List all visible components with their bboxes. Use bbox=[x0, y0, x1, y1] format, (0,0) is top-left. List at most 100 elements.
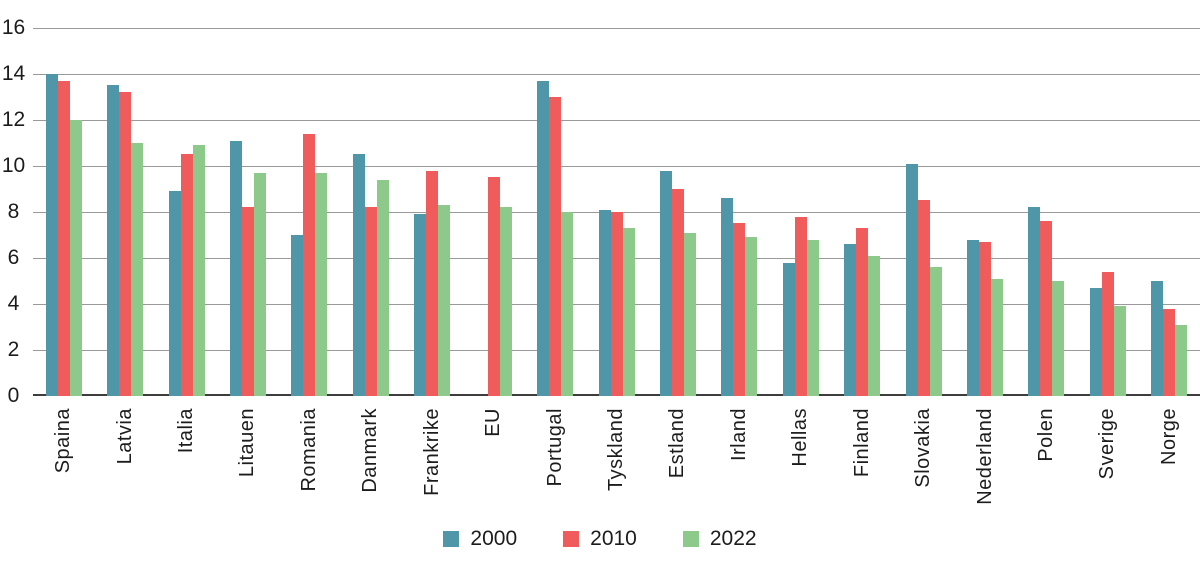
bar-2010-hellas bbox=[794, 217, 807, 396]
legend-label: 2010 bbox=[590, 527, 637, 550]
y-tick-label-4: 4 bbox=[7, 292, 20, 315]
x-axis-label: Litauen bbox=[236, 408, 259, 478]
bar-2000-danmark bbox=[352, 154, 365, 396]
bar-2000-latvia bbox=[107, 85, 120, 396]
x-label-cell-italia: Italia bbox=[156, 398, 217, 514]
bar-group-eu bbox=[463, 28, 524, 396]
bar-group-romania bbox=[279, 28, 340, 396]
bar-group-irland bbox=[709, 28, 770, 396]
bar-group-norge bbox=[1139, 28, 1200, 396]
legend: 2000 2010 2022 bbox=[0, 527, 1200, 551]
x-label-cell-norge: Norge bbox=[1139, 398, 1200, 514]
x-axis-label: Frankrike bbox=[420, 408, 443, 496]
x-axis-label: Irland bbox=[727, 408, 750, 462]
bar-2010-sverige bbox=[1101, 272, 1114, 396]
x-axis-label: Estland bbox=[666, 408, 689, 479]
x-axis-label: Danmark bbox=[359, 408, 382, 493]
bar-2022-slovakia bbox=[929, 267, 942, 396]
bar-2000-slovakia bbox=[905, 164, 918, 396]
bar-2010-latvia bbox=[119, 92, 132, 396]
bar-2010-irland bbox=[733, 223, 746, 396]
x-label-cell-litauen: Litauen bbox=[217, 398, 278, 514]
bar-2000-portugal bbox=[537, 81, 550, 396]
x-axis-label: Sverige bbox=[1096, 408, 1119, 480]
legend-item-2000: 2000 bbox=[443, 527, 517, 551]
bar-2022-tyskland bbox=[622, 228, 635, 396]
bar-2022-nederland bbox=[991, 279, 1004, 396]
bar-group-danmark bbox=[340, 28, 401, 396]
bar-group-sverige bbox=[1077, 28, 1138, 396]
x-label-cell-danmark: Danmark bbox=[340, 398, 401, 514]
y-tick-label-6: 6 bbox=[7, 246, 20, 269]
bar-2000-italia bbox=[168, 191, 181, 396]
x-axis-label: Latvia bbox=[113, 408, 136, 465]
legend-swatch-2010 bbox=[563, 531, 580, 547]
x-axis-label: EU bbox=[482, 408, 505, 437]
gridline-y16 bbox=[33, 28, 1200, 29]
x-axis-label: Hellas bbox=[789, 408, 812, 467]
x-label-cell-romania: Romania bbox=[279, 398, 340, 514]
x-label-cell-latvia: Latvia bbox=[94, 398, 155, 514]
bars-layer bbox=[33, 28, 1200, 396]
y-tick-label-14: 14 bbox=[1, 62, 26, 85]
x-label-cell-spaina: Spaina bbox=[33, 398, 94, 514]
legend-swatch-2022 bbox=[682, 531, 699, 547]
x-label-cell-estland: Estland bbox=[647, 398, 708, 514]
bar-2000-polen bbox=[1028, 207, 1041, 396]
bar-2010-tyskland bbox=[610, 212, 623, 396]
bar-2010-frankrike bbox=[426, 171, 439, 396]
bar-group-nederland bbox=[954, 28, 1015, 396]
bar-2010-italia bbox=[180, 154, 193, 396]
bar-2022-frankrike bbox=[438, 205, 451, 396]
bar-group-hellas bbox=[770, 28, 831, 396]
bar-2000-spaina bbox=[45, 74, 58, 396]
bar-2000-nederland bbox=[967, 240, 980, 396]
bar-2010-finland bbox=[856, 228, 869, 396]
bar-group-spaina bbox=[33, 28, 94, 396]
y-tick-label-2: 2 bbox=[7, 338, 20, 361]
bar-group-tyskland bbox=[586, 28, 647, 396]
bar-group-estland bbox=[647, 28, 708, 396]
bar-2022-danmark bbox=[376, 180, 389, 396]
y-tick-label-12: 12 bbox=[1, 108, 26, 131]
legend-item-2022: 2022 bbox=[682, 527, 757, 551]
x-axis-label: Finland bbox=[850, 408, 873, 478]
gridline-y10 bbox=[33, 166, 1200, 167]
bar-2010-slovakia bbox=[917, 200, 930, 396]
bar-2000-irland bbox=[721, 198, 734, 396]
bar-group-portugal bbox=[524, 28, 585, 396]
bar-2022-latvia bbox=[131, 143, 144, 396]
x-label-cell-portugal: Portugal bbox=[524, 398, 585, 514]
bar-2022-polen bbox=[1052, 281, 1065, 396]
bar-2000-frankrike bbox=[414, 214, 427, 396]
bar-2022-finland bbox=[868, 256, 881, 396]
legend-swatch-2000 bbox=[443, 531, 460, 547]
bar-group-polen bbox=[1016, 28, 1077, 396]
x-axis-label: Polen bbox=[1034, 408, 1057, 462]
bar-2010-norge bbox=[1163, 309, 1176, 396]
bar-2000-sverige bbox=[1089, 288, 1102, 396]
bar-2010-litauen bbox=[241, 207, 254, 396]
bar-2000-romania bbox=[291, 235, 304, 396]
bar-2022-spaina bbox=[69, 120, 82, 396]
x-label-cell-slovakia: Slovakia bbox=[893, 398, 954, 514]
x-axis-labels: Spaina Latvia Italia Litauen Romania Danmark F… bbox=[33, 398, 1200, 514]
bar-group-finland bbox=[831, 28, 892, 396]
bar-2022-norge bbox=[1175, 325, 1188, 396]
x-label-cell-frankrike: Frankrike bbox=[402, 398, 463, 514]
x-label-cell-nederland: Nederland bbox=[954, 398, 1015, 514]
bar-2000-litauen bbox=[229, 141, 242, 396]
bar-2022-italia bbox=[192, 145, 205, 396]
y-tick-label-8: 8 bbox=[7, 200, 20, 223]
bar-2022-estland bbox=[683, 233, 696, 396]
y-tick-label-0: 0 bbox=[7, 384, 20, 407]
bar-2022-irland bbox=[745, 237, 758, 396]
bar-2022-hellas bbox=[806, 240, 819, 396]
x-axis-label: Norge bbox=[1157, 408, 1180, 465]
bar-2022-eu bbox=[499, 207, 512, 396]
bar-2000-tyskland bbox=[598, 210, 611, 396]
x-axis-label: Italia bbox=[175, 408, 198, 454]
bar-2010-eu bbox=[487, 177, 500, 396]
x-axis-label: Tyskland bbox=[605, 408, 627, 491]
